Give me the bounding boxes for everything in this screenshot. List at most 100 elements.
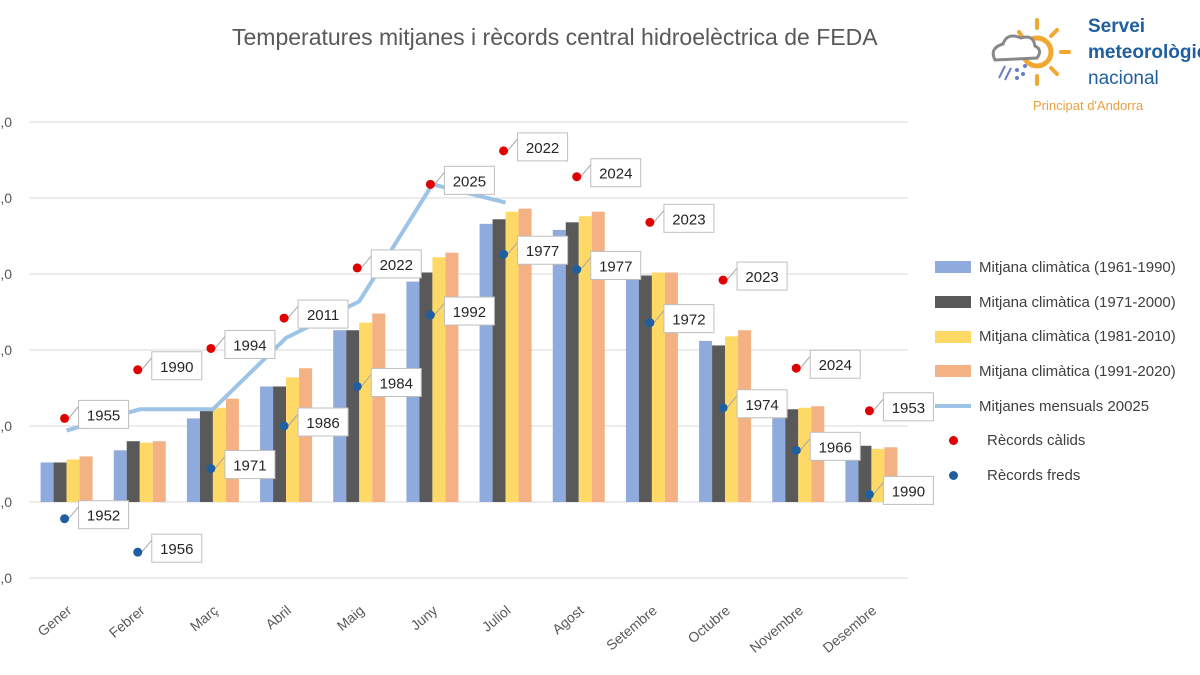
cold-record-point: [645, 318, 655, 328]
bar: [359, 322, 373, 502]
bar: [492, 219, 506, 502]
bar: [578, 216, 592, 503]
bar: [113, 450, 127, 502]
cold-record-point: [791, 445, 801, 455]
x-tick-label: Abril: [262, 602, 294, 632]
chart-title: Temperatures mitjanes i rècords central …: [232, 24, 878, 50]
bar: [518, 208, 532, 502]
warm-record-point: [279, 313, 289, 323]
bar: [346, 330, 360, 502]
bar: [212, 407, 226, 502]
data-label: 1972: [672, 312, 705, 329]
warm-record-point: [864, 406, 874, 416]
logo-text-4: Principat d'Andorra: [1033, 98, 1144, 113]
bar: [40, 462, 54, 502]
data-label: 2022: [380, 257, 413, 274]
warm-record-point: [425, 179, 435, 189]
bar: [79, 456, 93, 502]
x-tick-label: Gener: [34, 602, 74, 639]
x-tick-label: Octubre: [685, 602, 734, 646]
cold-record-point: [718, 403, 728, 413]
warm-record-point: [645, 217, 655, 227]
bar: [785, 409, 799, 502]
bar: [552, 229, 566, 503]
bar: [286, 377, 300, 502]
bar: [638, 275, 652, 502]
bar: [591, 211, 605, 502]
legend-label: Mitjana climàtica (1981-2010): [979, 328, 1176, 346]
warm-record-point: [206, 343, 216, 353]
data-label-box: [224, 329, 276, 359]
data-label-box: [590, 158, 642, 188]
y-tick-label: 10,0: [0, 342, 12, 358]
bar: [772, 412, 786, 502]
data-label-box: [517, 132, 569, 162]
bar: [699, 340, 713, 502]
bar: [505, 211, 519, 502]
x-tick-label: Març: [187, 602, 221, 634]
sun-cloud-rain-icon: [991, 18, 1071, 86]
data-label-box: [297, 299, 349, 329]
cold-record-point: [60, 514, 70, 524]
data-label-box: [297, 407, 349, 437]
data-label-box: [809, 431, 861, 461]
data-label: 1990: [892, 483, 925, 500]
warm-record-point: [352, 263, 362, 273]
bar: [53, 462, 67, 502]
data-label: 2011: [307, 307, 339, 324]
bar: [432, 257, 446, 502]
logo-text-1: Servei: [1088, 16, 1146, 37]
y-tick-label: 20,0: [0, 190, 12, 206]
data-label-box: [663, 203, 715, 233]
cold-record-point: [425, 310, 435, 320]
data-label-box: [151, 533, 203, 563]
data-label: 1994: [233, 337, 266, 354]
warm-record-point: [133, 365, 143, 375]
data-label: 1953: [892, 400, 925, 417]
y-tick-label: -5,0: [0, 570, 12, 586]
data-label: 1952: [87, 508, 120, 525]
legend-item: Mitjana climàtica (1981-2010): [935, 319, 1176, 354]
data-label-box: [882, 392, 934, 422]
legend-item: Mitjana climàtica (1971-2000): [935, 285, 1176, 320]
legend-item: Mitjana climàtica (1991-2020): [935, 354, 1176, 389]
data-label-box: [882, 475, 934, 505]
data-label: 1971: [233, 458, 266, 475]
data-label: 2023: [672, 211, 705, 228]
data-label-box: [370, 367, 422, 397]
x-tick-label: Setembre: [603, 602, 660, 653]
data-label-box: [590, 250, 642, 280]
data-label: 1977: [599, 258, 632, 275]
data-label: 1956: [160, 541, 193, 558]
cold-record-point: [864, 489, 874, 499]
cold-record-point: [206, 464, 216, 474]
bar: [625, 274, 639, 502]
bar: [479, 223, 493, 502]
data-label: 1992: [453, 304, 486, 321]
data-label-box: [663, 304, 715, 334]
bar: [871, 448, 885, 502]
bar: [845, 450, 859, 502]
warm-record-point: [718, 275, 728, 285]
cold-record-point: [279, 421, 289, 431]
legend-item: Rècords freds: [935, 458, 1176, 493]
bar: [260, 386, 274, 502]
data-label-box: [443, 165, 495, 195]
data-label: 1990: [160, 359, 193, 376]
data-label-box: [78, 500, 130, 530]
data-label: 2024: [599, 166, 632, 183]
data-label: 1984: [380, 375, 413, 392]
legend-label: Mitjana climàtica (1991-2020): [979, 362, 1176, 380]
data-label: 1974: [745, 397, 778, 414]
data-label-box: [78, 399, 130, 429]
legend-item: Mitjana climàtica (1961-1990): [935, 250, 1176, 285]
legend-item: Rècords càlids: [935, 423, 1176, 458]
data-label-box: [809, 349, 861, 379]
bar: [139, 442, 153, 502]
legend-item: Mitjanes mensuals 20025: [935, 389, 1176, 424]
data-label: 2022: [526, 140, 559, 157]
cold-record-point: [572, 264, 582, 274]
x-tick-label: Desembre: [820, 602, 880, 656]
logo-text-2: meteorològic: [1088, 42, 1200, 63]
